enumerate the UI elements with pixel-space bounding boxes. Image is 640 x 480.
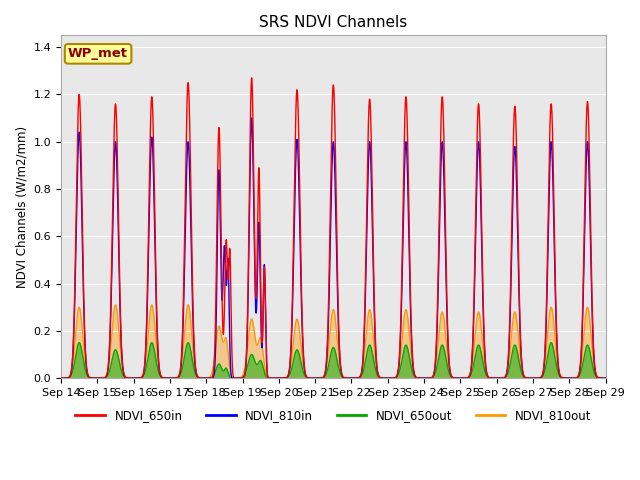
Title: SRS NDVI Channels: SRS NDVI Channels — [259, 15, 408, 30]
Text: WP_met: WP_met — [68, 48, 128, 60]
Legend: NDVI_650in, NDVI_810in, NDVI_650out, NDVI_810out: NDVI_650in, NDVI_810in, NDVI_650out, NDV… — [71, 405, 596, 427]
Y-axis label: NDVI Channels (W/m2/mm): NDVI Channels (W/m2/mm) — [15, 126, 28, 288]
